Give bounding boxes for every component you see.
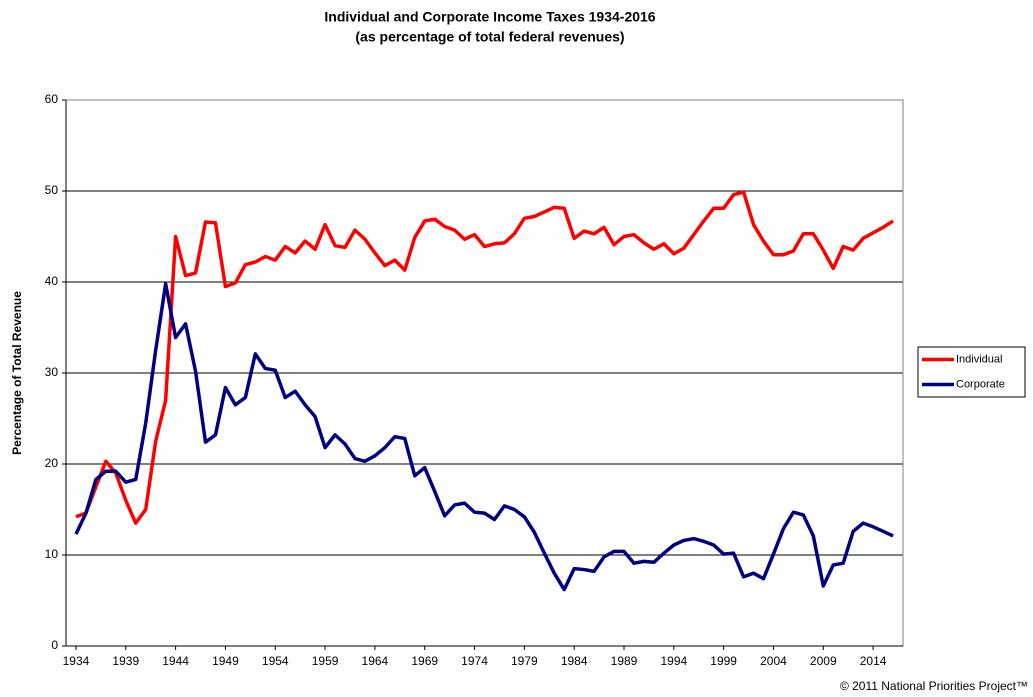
series-line [75,190,894,525]
x-tick-label: 1944 [162,654,189,668]
y-tick-label: 50 [45,183,59,197]
y-tick-label: 20 [45,456,59,470]
legend-label: Corporate [956,378,1005,390]
legend-box [917,346,1026,398]
y-tick-label: 10 [45,547,59,561]
x-tick-label: 1964 [362,654,389,668]
y-tick-label: 60 [45,92,59,106]
x-tick-label: 1939 [112,654,139,668]
chart-subtitle: (as percentage of total federal revenues… [355,29,624,45]
y-axis-label: Percentage of Total Revenue [10,291,24,455]
y-tick-label: 0 [51,638,58,652]
x-tick-label: 1974 [461,654,488,668]
x-tick-label: 1999 [710,654,737,668]
x-tick-label: 1969 [411,654,438,668]
series-line [74,282,894,592]
credit: © 2011 National Priorities Project™ [840,679,1028,693]
y-tick-label: 40 [45,274,59,288]
x-tick-label: 1989 [611,654,638,668]
x-tick-label: 1994 [660,654,687,668]
x-tick-label: 1984 [561,654,588,668]
chart-title: Individual and Corporate Income Taxes 19… [324,9,655,25]
x-tick-label: 1954 [262,654,289,668]
y-tick-label: 30 [45,365,59,379]
x-tick-label: 1959 [312,654,339,668]
x-tick-label: 1934 [63,654,90,668]
legend-label: Individual [956,353,1002,365]
x-tick-label: 2004 [760,654,787,668]
x-tick-label: 1979 [511,654,538,668]
x-tick-label: 2009 [810,654,837,668]
x-tick-label: 1949 [212,654,239,668]
x-tick-label: 2014 [860,654,887,668]
